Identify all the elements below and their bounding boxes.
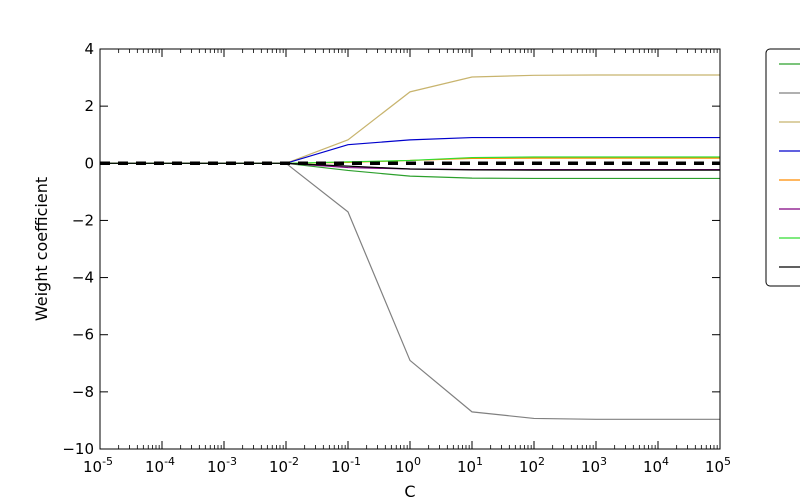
x-tick-label: 10-5: [83, 455, 113, 476]
legend: [765, 48, 800, 287]
x-tick-label: 105: [705, 455, 731, 476]
series-line-8: [100, 162, 720, 171]
y-tick-label: 0: [84, 154, 94, 172]
x-tick-label: 10-1: [331, 455, 361, 476]
x-tick-label: 102: [519, 455, 545, 476]
y-tick-label: −6: [72, 326, 94, 344]
y-tick-label: −4: [72, 269, 94, 287]
y-tick-label: −2: [72, 211, 94, 229]
series-line-2: [100, 162, 720, 420]
y-tick-label: −8: [72, 383, 94, 401]
series-layer: [100, 74, 720, 420]
y-tick-label: −10: [62, 440, 94, 458]
series-line-3: [100, 74, 720, 164]
series-line-1: [100, 162, 720, 180]
x-tick-label: 101: [457, 455, 483, 476]
x-tick-label: 103: [581, 455, 607, 476]
x-tick-label: 104: [643, 455, 669, 476]
x-tick-label: 10-4: [145, 455, 175, 476]
tick-layer: 10-5 10-4 10-3 10-2 10-1 100 101 102 103 104 105 4 2…: [62, 40, 731, 476]
y-tick-label: 4: [84, 40, 94, 58]
x-tick-label: 100: [395, 455, 421, 476]
plot-area: [99, 48, 721, 450]
x-tick-label: 10-2: [269, 455, 299, 476]
legend-box: [765, 48, 800, 287]
y-tick-label: 2: [84, 97, 94, 115]
x-axis-label: C: [404, 482, 415, 500]
x-tick-label: 10-3: [207, 455, 237, 476]
series-line-4: [100, 136, 720, 164]
y-axis-label: Weight coefficient: [32, 177, 51, 321]
